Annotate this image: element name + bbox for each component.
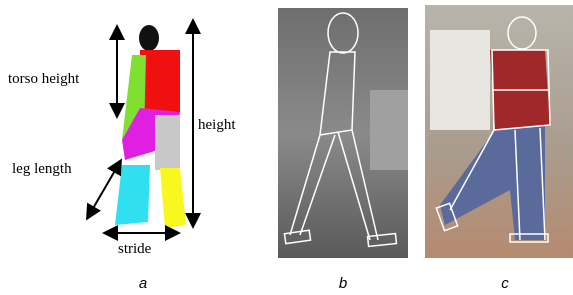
annotation: height: [198, 117, 236, 133]
annotation: stride: [118, 241, 152, 257]
annotation: leg length: [12, 161, 72, 177]
leg-right: [160, 168, 186, 228]
panel-label: a: [139, 275, 147, 292]
panel-a: torso height height leg length stride a: [8, 22, 236, 292]
window: [430, 30, 490, 130]
panel-b: b: [278, 8, 408, 292]
annotation: torso height: [8, 71, 80, 87]
leg-left: [115, 165, 150, 225]
torso: [140, 50, 180, 112]
figure: torso height height leg length stride a …: [0, 0, 573, 295]
thigh: [155, 115, 180, 170]
panel-label: b: [339, 275, 347, 292]
panel-c: c: [425, 5, 573, 292]
car: [370, 90, 408, 170]
head: [139, 25, 159, 51]
leg-arrow: [88, 162, 120, 217]
panel-label: c: [501, 275, 509, 292]
